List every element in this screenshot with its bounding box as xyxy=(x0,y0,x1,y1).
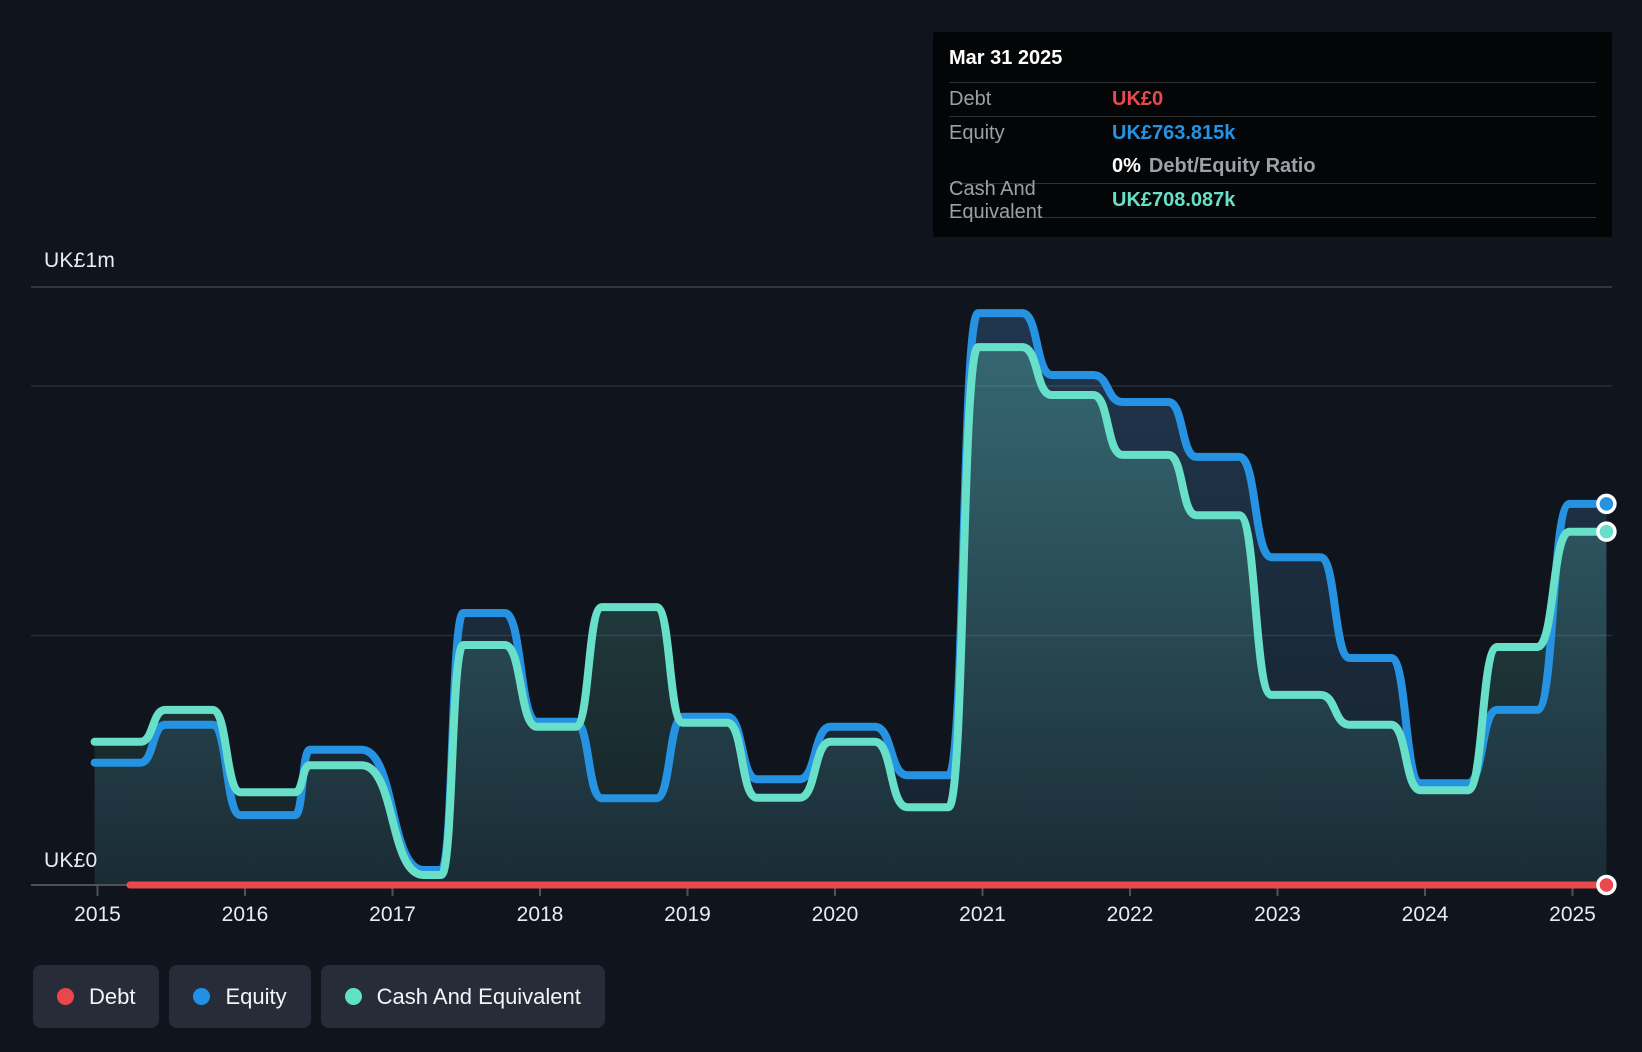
legend-chip-debt[interactable]: Debt xyxy=(33,965,160,1028)
tooltip-row-equity: Equity UK£763.815k xyxy=(949,117,1596,150)
tooltip-debt-label: Debt xyxy=(949,88,992,110)
tooltip-equity-label: Equity xyxy=(949,122,1005,144)
x-axis-label-2019: 2019 xyxy=(664,903,711,926)
legend-chip-cash-label: Cash And Equivalent xyxy=(376,983,581,1009)
cash-line xyxy=(90,343,1611,879)
tooltip-panel: Mar 31 2025 Debt UK£0 Equity UK£763.815k… xyxy=(933,32,1612,237)
legend-chip-debt-dot-icon xyxy=(57,988,74,1005)
x-axis-label-2017: 2017 xyxy=(369,903,416,926)
legend-chip-equity[interactable]: Equity xyxy=(169,965,311,1028)
tooltip-debt-value: UK£0 xyxy=(1112,88,1164,110)
legend-chip-cash-dot-icon xyxy=(344,988,362,1005)
x-axis-label-2024: 2024 xyxy=(1401,903,1449,926)
legend: Debt Equity Cash And Equivalent xyxy=(33,965,605,1028)
x-axis-label-2018: 2018 xyxy=(516,903,564,926)
equity-endpoint-dot xyxy=(1596,493,1617,515)
y-axis-label-0: UK£0 xyxy=(44,849,98,872)
legend-chip-equity-label: Equity xyxy=(225,983,287,1009)
tooltip-row-cash: Cash And Equivalent UK£708.087k xyxy=(949,178,1596,223)
x-axis-label-2023: 2023 xyxy=(1254,903,1301,926)
legend-chip-cash[interactable]: Cash And Equivalent xyxy=(320,965,605,1028)
x-axis-label-2015: 2015 xyxy=(74,903,121,926)
x-axis-label-2016: 2016 xyxy=(221,903,269,926)
tooltip-row-ratio: 0% Debt/Equity Ratio xyxy=(949,150,1596,184)
legend-chip-debt-label: Debt xyxy=(89,983,136,1009)
tooltip-equity-value: UK£763.815k xyxy=(1112,122,1236,144)
cash-endpoint-dot xyxy=(1596,521,1617,542)
legend-chip-equity-dot-icon xyxy=(193,988,211,1005)
x-axis-label-2021: 2021 xyxy=(959,903,1006,926)
tooltip-cash-label: Cash And Equivalent xyxy=(949,177,1043,223)
tooltip-date: Mar 31 2025 xyxy=(949,32,1596,83)
tooltip-ratio-value: 0% xyxy=(1112,155,1141,177)
tooltip-row-debt: Debt UK£0 xyxy=(949,83,1596,117)
x-axis-label-2025: 2025 xyxy=(1549,903,1596,926)
cash-area xyxy=(94,347,1607,885)
y-axis-label-1m: UK£1m xyxy=(44,249,116,272)
x-axis-label-2020: 2020 xyxy=(811,903,859,926)
debt-endpoint-dot xyxy=(1596,874,1617,896)
x-axis-label-2022: 2022 xyxy=(1106,903,1154,926)
tooltip-cash-value: UK£708.087k xyxy=(1112,189,1236,211)
tooltip-ratio-label: Debt/Equity Ratio xyxy=(1148,155,1316,177)
